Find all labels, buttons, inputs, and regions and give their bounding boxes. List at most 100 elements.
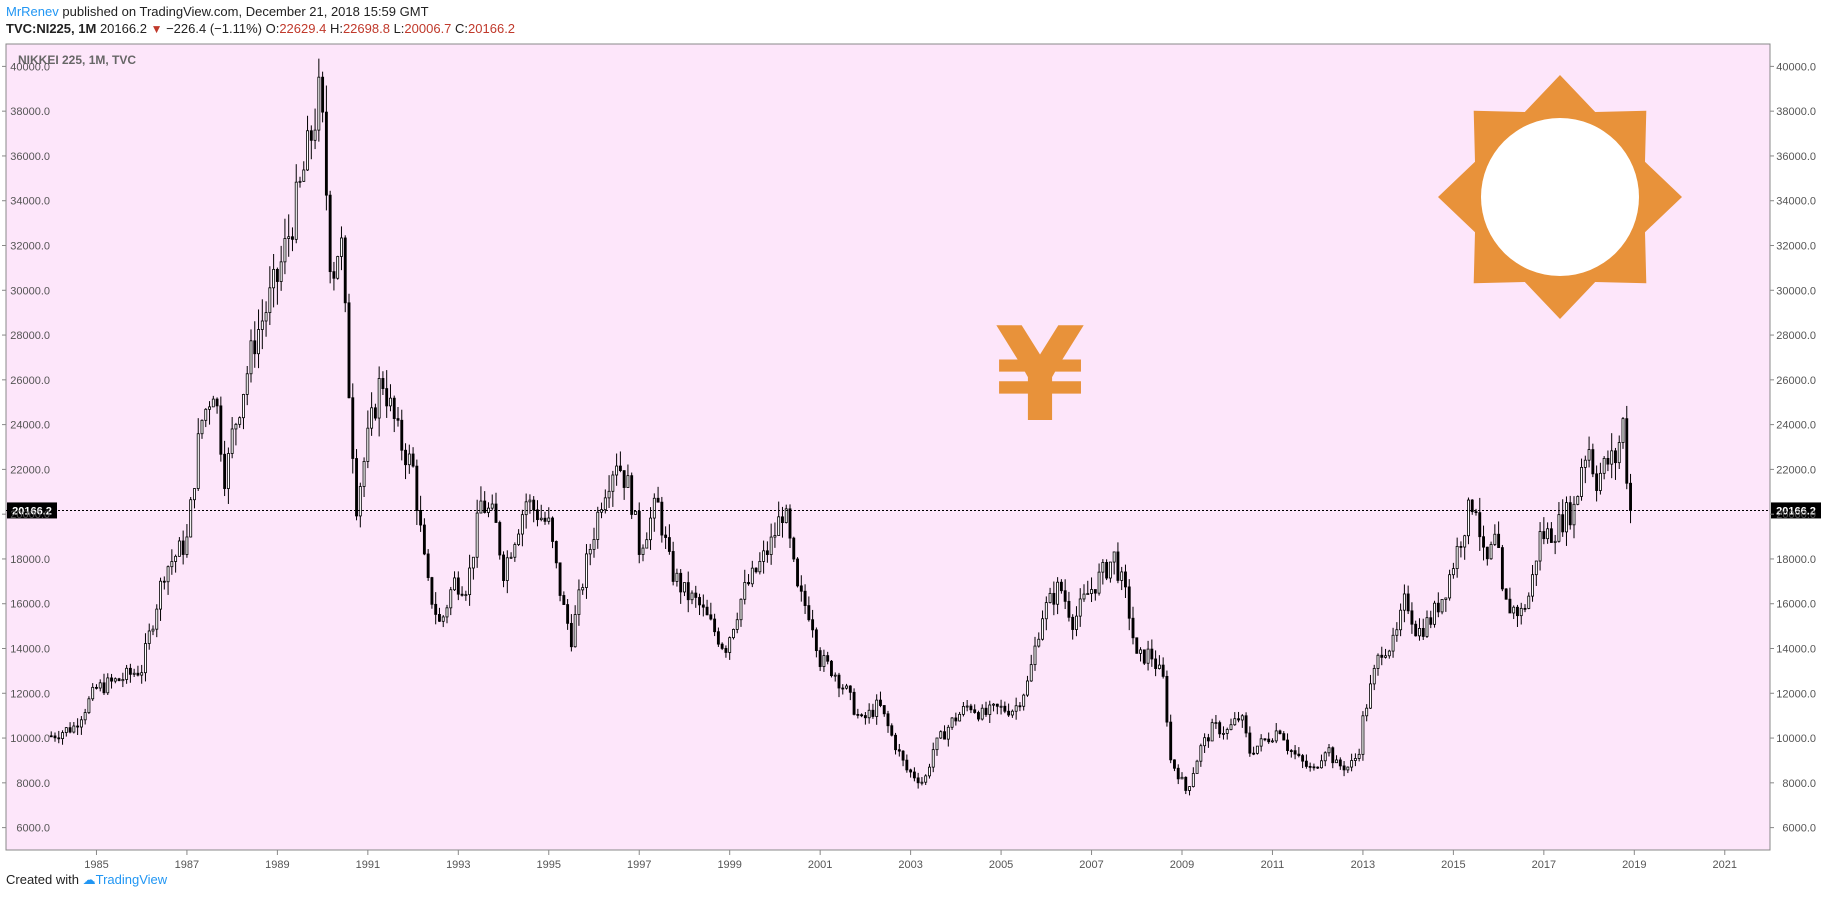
candle-body: [166, 566, 170, 583]
candle-body: [905, 759, 909, 771]
candle-body: [585, 553, 588, 588]
y-tick-label-left: 6000.0: [16, 823, 50, 835]
x-tick-label: 2015: [1441, 859, 1465, 871]
candle-body: [1580, 467, 1583, 497]
y-tick-label-left: 22000.0: [10, 464, 50, 476]
candle-body: [434, 603, 438, 615]
candle-body: [1131, 617, 1135, 639]
candle-body: [1338, 759, 1342, 767]
candle-body: [302, 169, 306, 182]
candle-body: [1372, 668, 1376, 685]
candle-body: [445, 607, 449, 618]
candle-body: [193, 488, 196, 501]
candle-body: [234, 423, 238, 430]
candle-body: [460, 593, 464, 596]
candle-body: [984, 707, 988, 715]
x-axis: 1985 1987 1989 1991 1993 1995 1997 1999 2001 2003…: [84, 850, 1737, 871]
candle-body: [1531, 574, 1534, 597]
candle-body: [1173, 759, 1176, 769]
candle-body: [1478, 512, 1482, 538]
candle-body: [144, 643, 147, 674]
candle-body: [1421, 628, 1425, 637]
candle-body: [324, 111, 328, 196]
candle-body: [1244, 715, 1248, 734]
candle-body: [1508, 598, 1512, 614]
candle-body: [1440, 599, 1444, 613]
candle-body: [321, 76, 325, 113]
candle-body: [1346, 766, 1350, 771]
candle-body: [950, 717, 954, 728]
candle-body: [419, 510, 423, 526]
candle-body: [931, 749, 935, 768]
candle-body: [1237, 718, 1240, 721]
candle-body: [709, 614, 713, 620]
candle-body: [238, 417, 242, 425]
candle-body: [185, 536, 189, 555]
candle-body: [1493, 533, 1497, 545]
candle-body: [1316, 766, 1320, 769]
candle-body: [396, 418, 400, 421]
candle-body: [404, 449, 407, 466]
chart-title: NIKKEI 225, 1M, TVC: [18, 53, 136, 67]
candle-body: [272, 268, 276, 289]
tradingview-link[interactable]: TradingView: [95, 872, 168, 887]
candle-body: [980, 707, 984, 720]
candle-body: [732, 629, 735, 639]
candle-body: [1101, 562, 1105, 573]
candle-body: [215, 398, 219, 407]
candle-body: [698, 597, 701, 606]
candle-body: [796, 558, 799, 587]
candle-body: [317, 76, 321, 131]
candle-body: [513, 544, 517, 558]
publish-info: MrRenev published on TradingView.com, De…: [6, 4, 429, 19]
y-tick-label-left: 14000.0: [10, 644, 50, 656]
y-tick-label-right: 16000.0: [1776, 599, 1816, 611]
x-tick-label: 1991: [356, 859, 380, 871]
candle-body: [1293, 750, 1297, 755]
candle-body: [728, 637, 732, 653]
candle-body: [603, 497, 607, 511]
candle-body: [826, 655, 830, 662]
candle-body: [415, 465, 419, 511]
candle-body: [524, 501, 528, 516]
tradingview-logo-icon[interactable]: ☁: [82, 872, 96, 887]
candle-body: [863, 715, 867, 719]
candle-body: [1568, 502, 1572, 526]
y-tick-label-right: 36000.0: [1776, 151, 1816, 163]
candle-body: [871, 709, 875, 717]
candle-body: [1451, 568, 1455, 576]
candle-body: [1429, 617, 1433, 625]
candle-body: [306, 130, 309, 171]
candle-body: [1214, 722, 1218, 725]
candle-body: [226, 453, 230, 489]
candle-body: [747, 582, 750, 585]
y-tick-label-right: 10000.0: [1776, 733, 1816, 745]
candle-body: [615, 465, 619, 476]
candle-body: [110, 677, 113, 682]
candle-body: [720, 643, 724, 649]
candle-body: [1482, 536, 1485, 548]
author-link[interactable]: MrRenev: [6, 4, 59, 19]
candle-body: [177, 540, 181, 557]
candle-body: [53, 735, 57, 739]
candle-body: [1218, 722, 1222, 735]
y-tick-label-left: 36000.0: [10, 151, 50, 163]
candle-body: [547, 517, 551, 522]
candle-body: [426, 553, 430, 578]
ohlc-line: TVC:NI225, 1M 20166.2 ▼ −226.4 (−1.11%) …: [6, 21, 515, 36]
candle-body: [1165, 675, 1169, 723]
candle-body: [1188, 786, 1191, 791]
candle-body: [928, 766, 931, 777]
candle-body: [1191, 773, 1195, 787]
candle-body: [223, 453, 227, 489]
y-tick-label-left: 34000.0: [10, 196, 50, 208]
candle-body: [479, 500, 483, 514]
candle-body: [1124, 571, 1127, 588]
candle-body: [370, 407, 374, 429]
candle-body: [588, 549, 592, 555]
candle-body: [645, 539, 649, 549]
candle-body: [562, 595, 566, 605]
candle-body: [1614, 450, 1617, 464]
candle-body: [72, 725, 76, 733]
